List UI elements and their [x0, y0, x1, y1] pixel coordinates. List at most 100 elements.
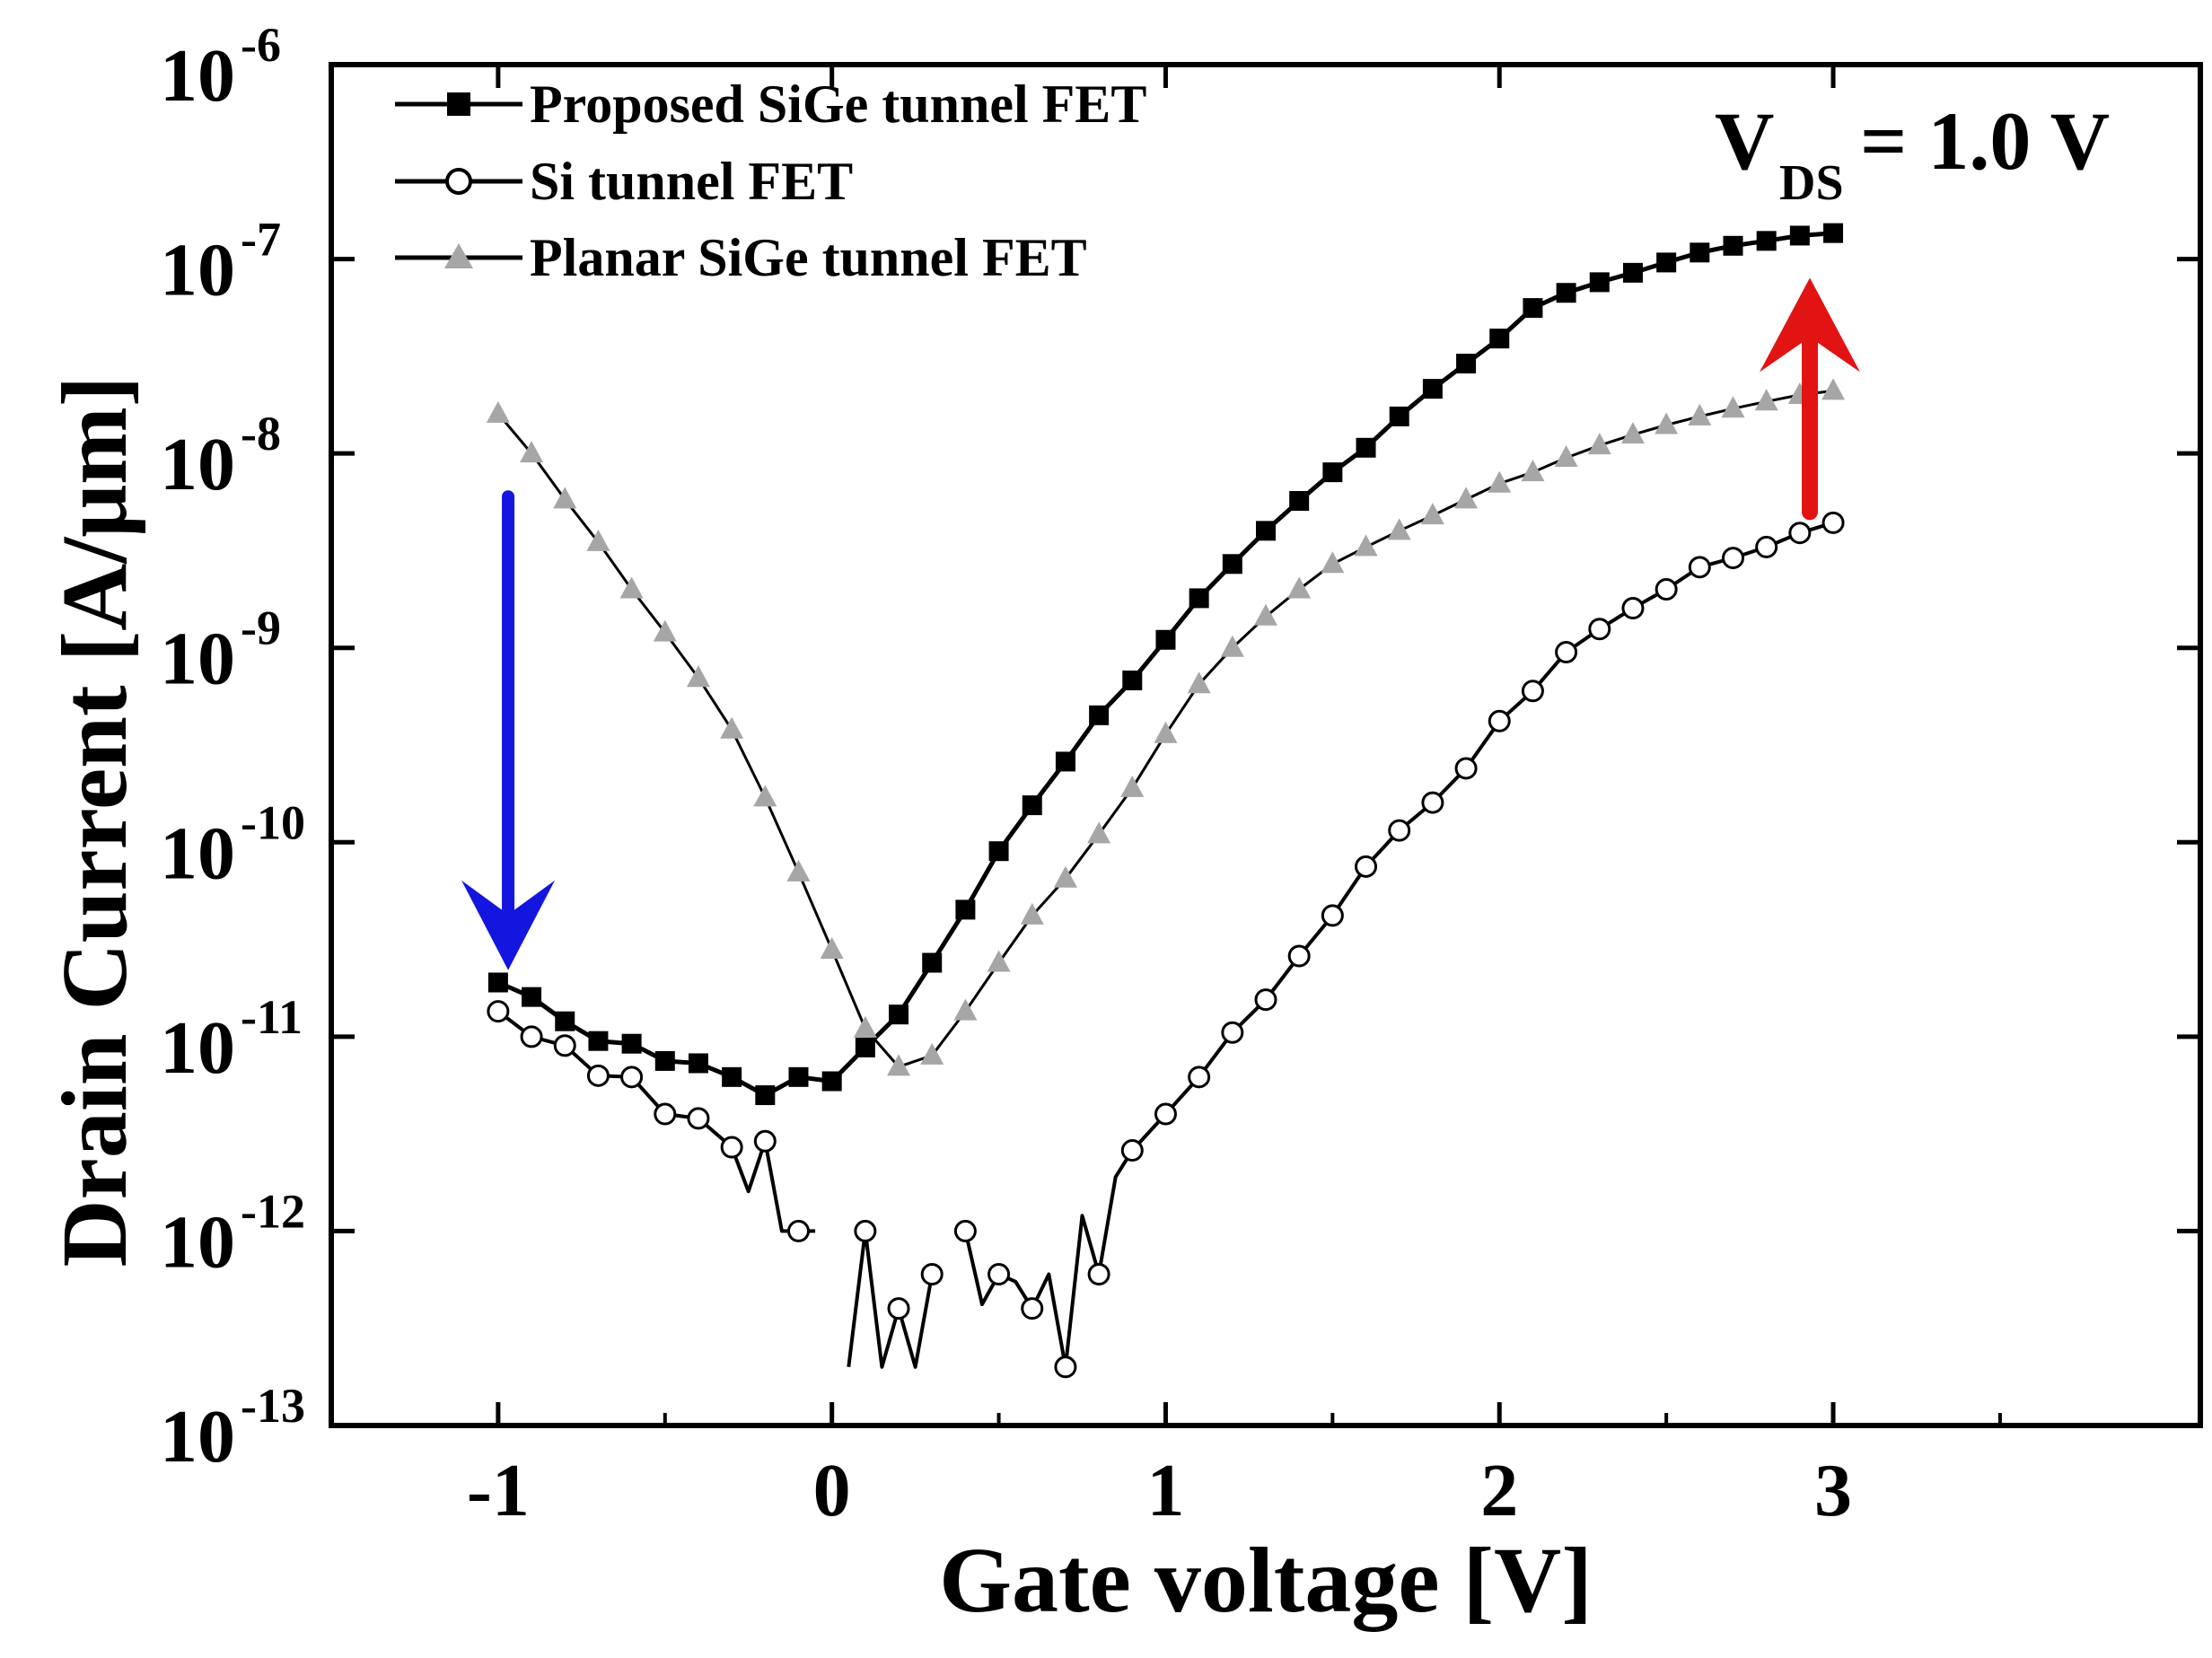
- series-line: [963, 521, 1834, 1369]
- legend-item-proposed-sige: Proposed SiGe tunnel FET: [395, 75, 1146, 134]
- data-point-triangle: [920, 1042, 944, 1065]
- data-point-circle: [1588, 618, 1611, 641]
- red-up-arrow: [1760, 277, 1861, 521]
- data-point-square: [1122, 670, 1143, 690]
- vds-value: = 1.0 V: [1860, 95, 2110, 187]
- data-point-triangle: [720, 716, 744, 739]
- data-point-circle: [1154, 1102, 1177, 1126]
- data-point-triangle: [1087, 821, 1111, 844]
- data-point-square: [1256, 521, 1276, 541]
- data-point-circle: [487, 1000, 510, 1023]
- data-point-triangle: [1754, 389, 1778, 411]
- data-point-triangle: [786, 859, 811, 882]
- data-point-square: [922, 952, 943, 973]
- data-point-circle: [1087, 1262, 1110, 1285]
- data-point-triangle: [1620, 422, 1645, 444]
- x-tick-label: 0: [813, 1449, 851, 1532]
- data-point-triangle: [887, 1054, 911, 1076]
- data-point-triangle: [1587, 433, 1611, 455]
- data-point-circle: [1321, 904, 1344, 927]
- data-point-square: [988, 841, 1009, 862]
- y-tick-label: 10: [160, 423, 235, 506]
- data-point-square: [621, 1033, 642, 1054]
- data-point-triangle: [1254, 603, 1277, 626]
- data-point-square: [1189, 588, 1209, 609]
- data-point-square: [1489, 329, 1510, 349]
- data-point-triangle: [1655, 412, 1679, 434]
- data-point-square: [1389, 406, 1409, 426]
- series-3: [486, 378, 1846, 1076]
- y-axis-title: Drain Current [A/μm]: [43, 376, 146, 1268]
- data-point-circle: [1655, 578, 1678, 601]
- data-point-circle: [1021, 1297, 1044, 1320]
- data-point-square: [1322, 462, 1343, 483]
- legend-item-planar-sige: Planar SiGe tunnel FET: [395, 228, 1087, 287]
- vds-subscript: DS: [1779, 155, 1844, 211]
- y-tick-label-exponent: -13: [241, 1379, 305, 1433]
- data-point-square: [1356, 437, 1376, 458]
- data-point-square: [821, 1071, 842, 1092]
- data-point-triangle: [1821, 378, 1846, 400]
- data-point-triangle: [1688, 403, 1712, 425]
- data-point-square: [1456, 354, 1477, 374]
- legend: Proposed SiGe tunnel FET Si tunnel FET P…: [395, 75, 1146, 287]
- data-point-triangle: [953, 998, 978, 1021]
- data-point-circle: [586, 1064, 610, 1087]
- vds-symbol: V: [1715, 95, 1774, 187]
- data-point-circle: [1421, 791, 1444, 814]
- data-point-square: [1789, 225, 1810, 246]
- blue-down-arrow: [461, 490, 556, 970]
- data-point-circle: [1621, 597, 1645, 620]
- arrow-head: [461, 880, 556, 970]
- data-point-triangle: [1187, 671, 1211, 694]
- data-point-triangle: [1321, 551, 1345, 574]
- y-tick-label: 10: [160, 1395, 235, 1478]
- data-point-triangle: [1420, 503, 1444, 525]
- legend-marker-circle: [445, 168, 472, 195]
- data-point-square: [889, 1004, 909, 1025]
- plot-area-frame: [329, 62, 2203, 1428]
- data-point-circle: [1355, 855, 1378, 878]
- legend-label-proposed-sige: Proposed SiGe tunnel FET: [530, 75, 1146, 134]
- data-point-triangle: [1721, 396, 1745, 418]
- data-point-triangle: [1454, 487, 1479, 509]
- data-point-triangle: [486, 400, 510, 423]
- data-point-circle: [520, 1025, 543, 1048]
- legend-marker-square: [447, 92, 470, 116]
- data-point-triangle: [619, 576, 644, 599]
- data-point-circle: [1221, 1021, 1244, 1044]
- data-point-triangle: [853, 1015, 877, 1038]
- data-point-triangle: [1120, 775, 1145, 797]
- data-point-circle: [1755, 535, 1778, 558]
- x-tick-label: 2: [1480, 1449, 1518, 1532]
- data-point-circle: [1287, 944, 1311, 968]
- data-point-circle: [920, 1262, 944, 1285]
- data-point-circle: [988, 1262, 1011, 1285]
- series-1: [487, 223, 1844, 1106]
- data-point-circle: [1188, 1066, 1211, 1089]
- data-point-square: [755, 1085, 776, 1106]
- data-point-triangle: [1220, 635, 1244, 657]
- data-point-triangle: [1354, 534, 1378, 557]
- data-point-square: [1690, 242, 1710, 263]
- y-tick-label-exponent: -12: [241, 1184, 305, 1238]
- data-point-circle: [1388, 819, 1411, 842]
- data-point-triangle: [1521, 460, 1545, 482]
- data-point-square: [1622, 262, 1643, 283]
- data-point-circle: [1488, 709, 1511, 733]
- data-point-square: [722, 1066, 742, 1087]
- y-tick-label-exponent: -10: [241, 795, 305, 849]
- data-point-circle: [1555, 641, 1578, 664]
- data-point-triangle: [686, 665, 710, 688]
- data-point-triangle: [1053, 865, 1077, 888]
- data-point-triangle: [586, 529, 610, 551]
- legend-label-si-tunnel: Si tunnel FET: [530, 152, 853, 211]
- y-tick-label: 10: [160, 1200, 235, 1284]
- data-point-square: [1055, 751, 1075, 772]
- vds-annotation: V DS = 1.0 V: [1715, 95, 2110, 211]
- y-tick-label-exponent: -9: [241, 601, 281, 655]
- y-tick-label: 10: [160, 811, 235, 895]
- data-point-square: [1289, 491, 1310, 512]
- data-point-triangle: [553, 487, 577, 509]
- data-point-circle: [1521, 680, 1544, 703]
